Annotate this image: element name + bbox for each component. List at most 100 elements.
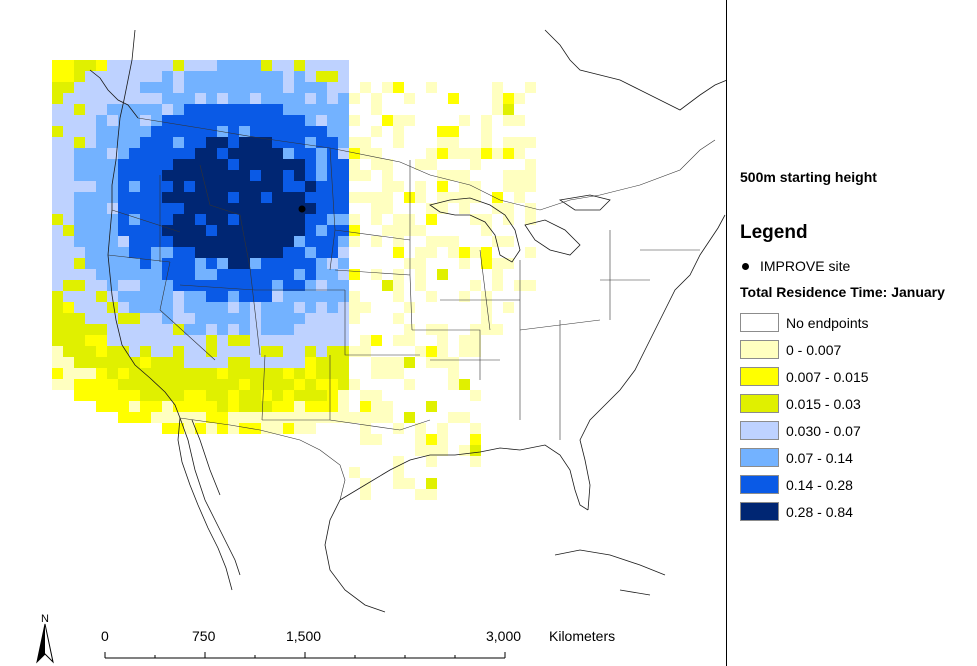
grid-cell bbox=[283, 269, 294, 280]
grid-cell bbox=[162, 170, 173, 181]
caribbean-coastline bbox=[554, 549, 666, 596]
grid-cell bbox=[206, 357, 217, 368]
grid-cell bbox=[250, 137, 261, 148]
grid-cell bbox=[228, 82, 239, 93]
grid-cell bbox=[118, 159, 129, 170]
canada-coastline bbox=[544, 29, 726, 111]
grid-cell bbox=[52, 346, 63, 357]
grid-cell bbox=[349, 148, 360, 159]
grid-cell bbox=[393, 280, 404, 291]
grid-cell bbox=[195, 291, 206, 302]
grid-cell bbox=[184, 302, 195, 313]
grid-cell bbox=[305, 236, 316, 247]
grid-cell bbox=[272, 423, 283, 434]
grid-cell bbox=[283, 313, 294, 324]
grid-cell bbox=[52, 324, 63, 335]
grid-cell bbox=[162, 71, 173, 82]
north-arrow-icon bbox=[36, 623, 54, 664]
grid-cell bbox=[217, 346, 228, 357]
grid-cell bbox=[459, 291, 470, 302]
grid-cell bbox=[426, 247, 437, 258]
grid-cell bbox=[52, 137, 63, 148]
grid-cell bbox=[316, 390, 327, 401]
grid-cell bbox=[360, 390, 371, 401]
grid-cell bbox=[239, 236, 250, 247]
grid-cell bbox=[195, 302, 206, 313]
grid-cell bbox=[404, 357, 415, 368]
grid-cell bbox=[305, 258, 316, 269]
grid-cell bbox=[129, 214, 140, 225]
improve-site-marker[interactable] bbox=[298, 205, 306, 213]
grid-cell bbox=[470, 346, 481, 357]
grid-cell bbox=[404, 379, 415, 390]
grid-cell bbox=[52, 192, 63, 203]
grid-cell bbox=[118, 170, 129, 181]
grid-cell bbox=[338, 313, 349, 324]
grid-cell bbox=[426, 82, 437, 93]
grid-cell bbox=[151, 302, 162, 313]
grid-cell bbox=[239, 82, 250, 93]
grid-cell bbox=[393, 456, 404, 467]
grid-cell bbox=[85, 324, 96, 335]
map-frame[interactable] bbox=[0, 0, 727, 666]
grid-cell bbox=[426, 478, 437, 489]
grid-cell bbox=[382, 181, 393, 192]
grid-cell bbox=[140, 104, 151, 115]
grid-cell bbox=[107, 258, 118, 269]
grid-cell bbox=[481, 148, 492, 159]
grid-cell bbox=[283, 104, 294, 115]
grid-cell bbox=[503, 258, 514, 269]
grid-cell bbox=[426, 159, 437, 170]
grid-cell bbox=[184, 137, 195, 148]
grid-cell bbox=[492, 236, 503, 247]
grid-cell bbox=[316, 192, 327, 203]
map-canvas[interactable] bbox=[0, 0, 727, 666]
grid-cell bbox=[294, 390, 305, 401]
grid-cell bbox=[140, 280, 151, 291]
grid-cell bbox=[206, 225, 217, 236]
grid-cell bbox=[217, 423, 228, 434]
grid-cell bbox=[74, 60, 85, 71]
grid-cell bbox=[195, 269, 206, 280]
grid-cell bbox=[107, 236, 118, 247]
grid-cell bbox=[338, 357, 349, 368]
grid-cell bbox=[261, 115, 272, 126]
mexico-gulf-coastline bbox=[324, 499, 386, 613]
grid-cell bbox=[151, 346, 162, 357]
grid-cell bbox=[85, 335, 96, 346]
grid-cell bbox=[426, 357, 437, 368]
legend-label: 0 - 0.007 bbox=[786, 341, 842, 358]
grid-cell bbox=[239, 159, 250, 170]
grid-cell bbox=[195, 423, 206, 434]
grid-cell bbox=[283, 192, 294, 203]
grid-cell bbox=[393, 126, 404, 137]
grid-cell bbox=[228, 159, 239, 170]
grid-cell bbox=[382, 412, 393, 423]
grid-cell bbox=[96, 357, 107, 368]
grid-cell bbox=[437, 170, 448, 181]
grid-cell bbox=[338, 71, 349, 82]
grid-cell bbox=[327, 148, 338, 159]
grid-cell bbox=[426, 236, 437, 247]
grid-cell bbox=[228, 324, 239, 335]
grid-cell bbox=[74, 104, 85, 115]
grid-cell bbox=[305, 368, 316, 379]
grid-cell bbox=[261, 192, 272, 203]
grid-cell bbox=[382, 225, 393, 236]
grid-cell bbox=[261, 104, 272, 115]
grid-cell bbox=[74, 379, 85, 390]
grid-cell bbox=[514, 137, 525, 148]
grid-cell bbox=[162, 181, 173, 192]
grid-cell bbox=[195, 247, 206, 258]
grid-cell bbox=[261, 247, 272, 258]
grid-cell bbox=[129, 225, 140, 236]
grid-cell bbox=[63, 379, 74, 390]
grid-cell bbox=[382, 115, 393, 126]
grid-cell bbox=[151, 258, 162, 269]
grid-cell bbox=[349, 159, 360, 170]
grid-cell bbox=[338, 137, 349, 148]
grid-cell bbox=[294, 412, 305, 423]
grid-cell bbox=[294, 126, 305, 137]
grid-cell bbox=[118, 148, 129, 159]
grid-cell bbox=[195, 412, 206, 423]
